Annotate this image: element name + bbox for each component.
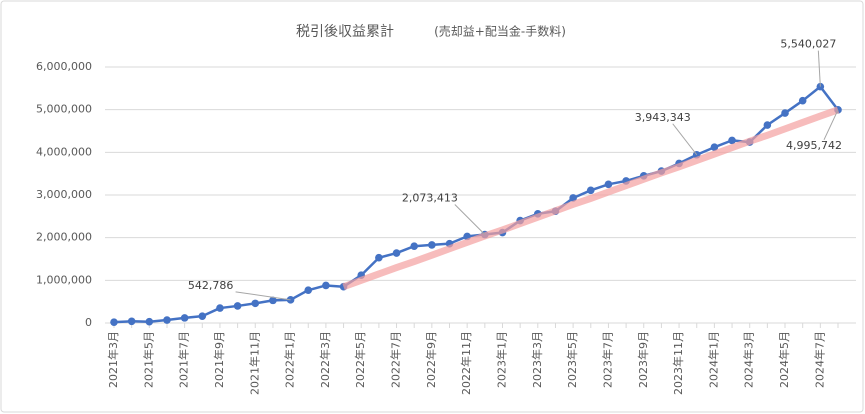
- x-tick-label: 2024年7月: [812, 331, 826, 388]
- leader-line: [235, 291, 291, 301]
- data-point: [410, 242, 418, 250]
- x-tick-label: 2021年11月: [247, 331, 261, 395]
- data-label: 2,073,413: [402, 192, 458, 205]
- y-tick-label: 6,000,000: [36, 60, 92, 73]
- x-tick-label: 2022年11月: [459, 331, 473, 395]
- data-point: [110, 318, 118, 326]
- x-tick-label: 2021年5月: [141, 331, 155, 388]
- leader-line: [454, 204, 486, 235]
- data-point: [163, 316, 171, 324]
- y-tick-label: 3,000,000: [36, 188, 92, 201]
- y-tick-label: 4,000,000: [36, 145, 92, 158]
- data-label: 5,540,027: [780, 38, 836, 51]
- y-tick-label: 1,000,000: [36, 273, 92, 286]
- x-tick-label: 2022年3月: [318, 331, 332, 388]
- data-point: [269, 296, 277, 305]
- data-point: [428, 241, 436, 249]
- data-point: [286, 296, 295, 304]
- data-point: [375, 253, 383, 262]
- x-tick-label: 2023年1月: [494, 331, 508, 388]
- chart-subtitle: (売却益+配当金-手数料): [434, 24, 566, 39]
- data-point: [586, 186, 595, 195]
- data-point: [198, 312, 207, 320]
- y-tick-label: 2,000,000: [36, 231, 92, 244]
- y-tick-label: 0: [85, 316, 92, 329]
- x-tick-label: 2021年7月: [177, 331, 191, 388]
- x-tick-label: 2021年9月: [212, 331, 226, 388]
- x-tick-label: 2023年5月: [565, 331, 579, 388]
- chart-title: 税引後収益累計: [296, 24, 394, 40]
- x-tick-label: 2022年9月: [424, 331, 438, 388]
- data-point: [569, 194, 577, 202]
- x-tick-label: 2022年7月: [389, 331, 403, 388]
- x-tick-label: 2023年11月: [671, 331, 685, 395]
- data-point: [798, 96, 807, 105]
- x-tick-label: 2023年3月: [530, 331, 544, 388]
- x-tick-label: 2022年1月: [283, 331, 297, 388]
- data-point: [145, 317, 154, 326]
- data-point: [216, 304, 224, 312]
- x-tick-label: 2024年5月: [777, 331, 791, 388]
- data-point: [728, 136, 736, 145]
- x-tick-label: 2021年3月: [106, 331, 120, 388]
- leader-line: [817, 50, 821, 87]
- data-label: 542,786: [188, 279, 234, 292]
- leader-line: [672, 123, 698, 156]
- y-tick-label: 5,000,000: [36, 103, 92, 116]
- data-point: [127, 317, 136, 326]
- x-tick-label: 2023年9月: [636, 331, 650, 388]
- data-point: [251, 299, 260, 308]
- data-label: 3,943,343: [635, 111, 691, 124]
- data-point: [781, 109, 789, 117]
- data-label: 4,995,742: [786, 139, 842, 152]
- data-point: [763, 121, 772, 129]
- data-point: [604, 180, 613, 189]
- leader-line: [823, 109, 839, 141]
- x-tick-label: 2023年7月: [600, 331, 614, 388]
- data-point: [233, 302, 242, 310]
- data-point: [322, 281, 330, 290]
- x-tick-label: 2024年1月: [706, 331, 720, 388]
- x-tick-label: 2022年5月: [353, 331, 367, 388]
- x-tick-label: 2024年3月: [742, 331, 756, 388]
- data-point: [392, 249, 401, 257]
- data-point: [180, 314, 189, 322]
- data-point: [710, 143, 719, 152]
- trend-line: [342, 106, 840, 291]
- data-point: [304, 286, 313, 294]
